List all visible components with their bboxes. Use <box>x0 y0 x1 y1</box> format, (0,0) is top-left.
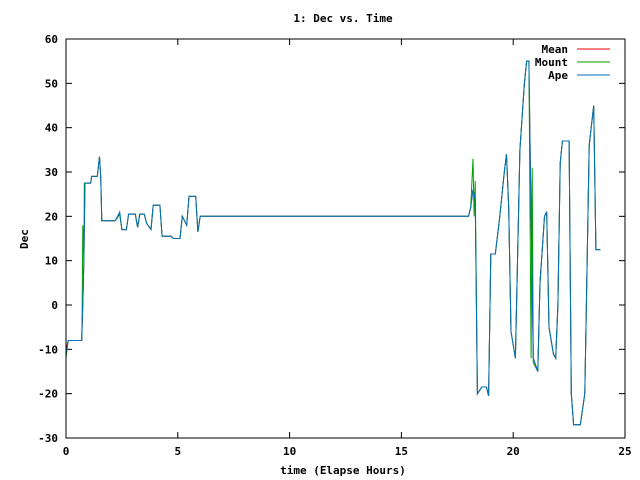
axis-ticks: 0 5 10 15 20 25 -30 -20 -10 0 10 20 30 40 50 60 <box>38 33 632 458</box>
x-tick-label: 25 <box>618 445 631 458</box>
x-tick-label: 10 <box>283 445 296 458</box>
y-tick-label: 20 <box>45 210 58 223</box>
y-tick-label: 60 <box>45 33 58 46</box>
y-tick-label: 40 <box>45 122 58 135</box>
legend-label: Mean <box>542 43 569 56</box>
plot-area <box>65 60 601 426</box>
chart-title: 1: Dec vs. Time <box>293 12 393 25</box>
y-tick-label: 30 <box>45 166 58 179</box>
y-tick-label: -20 <box>38 388 58 401</box>
y-tick-label: 50 <box>45 77 58 90</box>
y-tick-label: 10 <box>45 255 58 268</box>
legend-label: Mount <box>535 56 568 69</box>
series-line-ape <box>65 60 601 426</box>
y-tick-label: -30 <box>38 432 58 445</box>
y-tick-label: 0 <box>51 299 58 312</box>
y-axis-label: Dec <box>18 229 31 249</box>
x-tick-label: 15 <box>395 445 408 458</box>
y-tick-label: -10 <box>38 343 58 356</box>
x-tick-label: 0 <box>63 445 70 458</box>
x-tick-label: 20 <box>507 445 520 458</box>
x-axis-label: time (Elapse Hours) <box>280 464 406 477</box>
legend-label: Ape <box>548 69 568 82</box>
plot-frame <box>65 38 626 439</box>
x-tick-label: 5 <box>174 445 181 458</box>
